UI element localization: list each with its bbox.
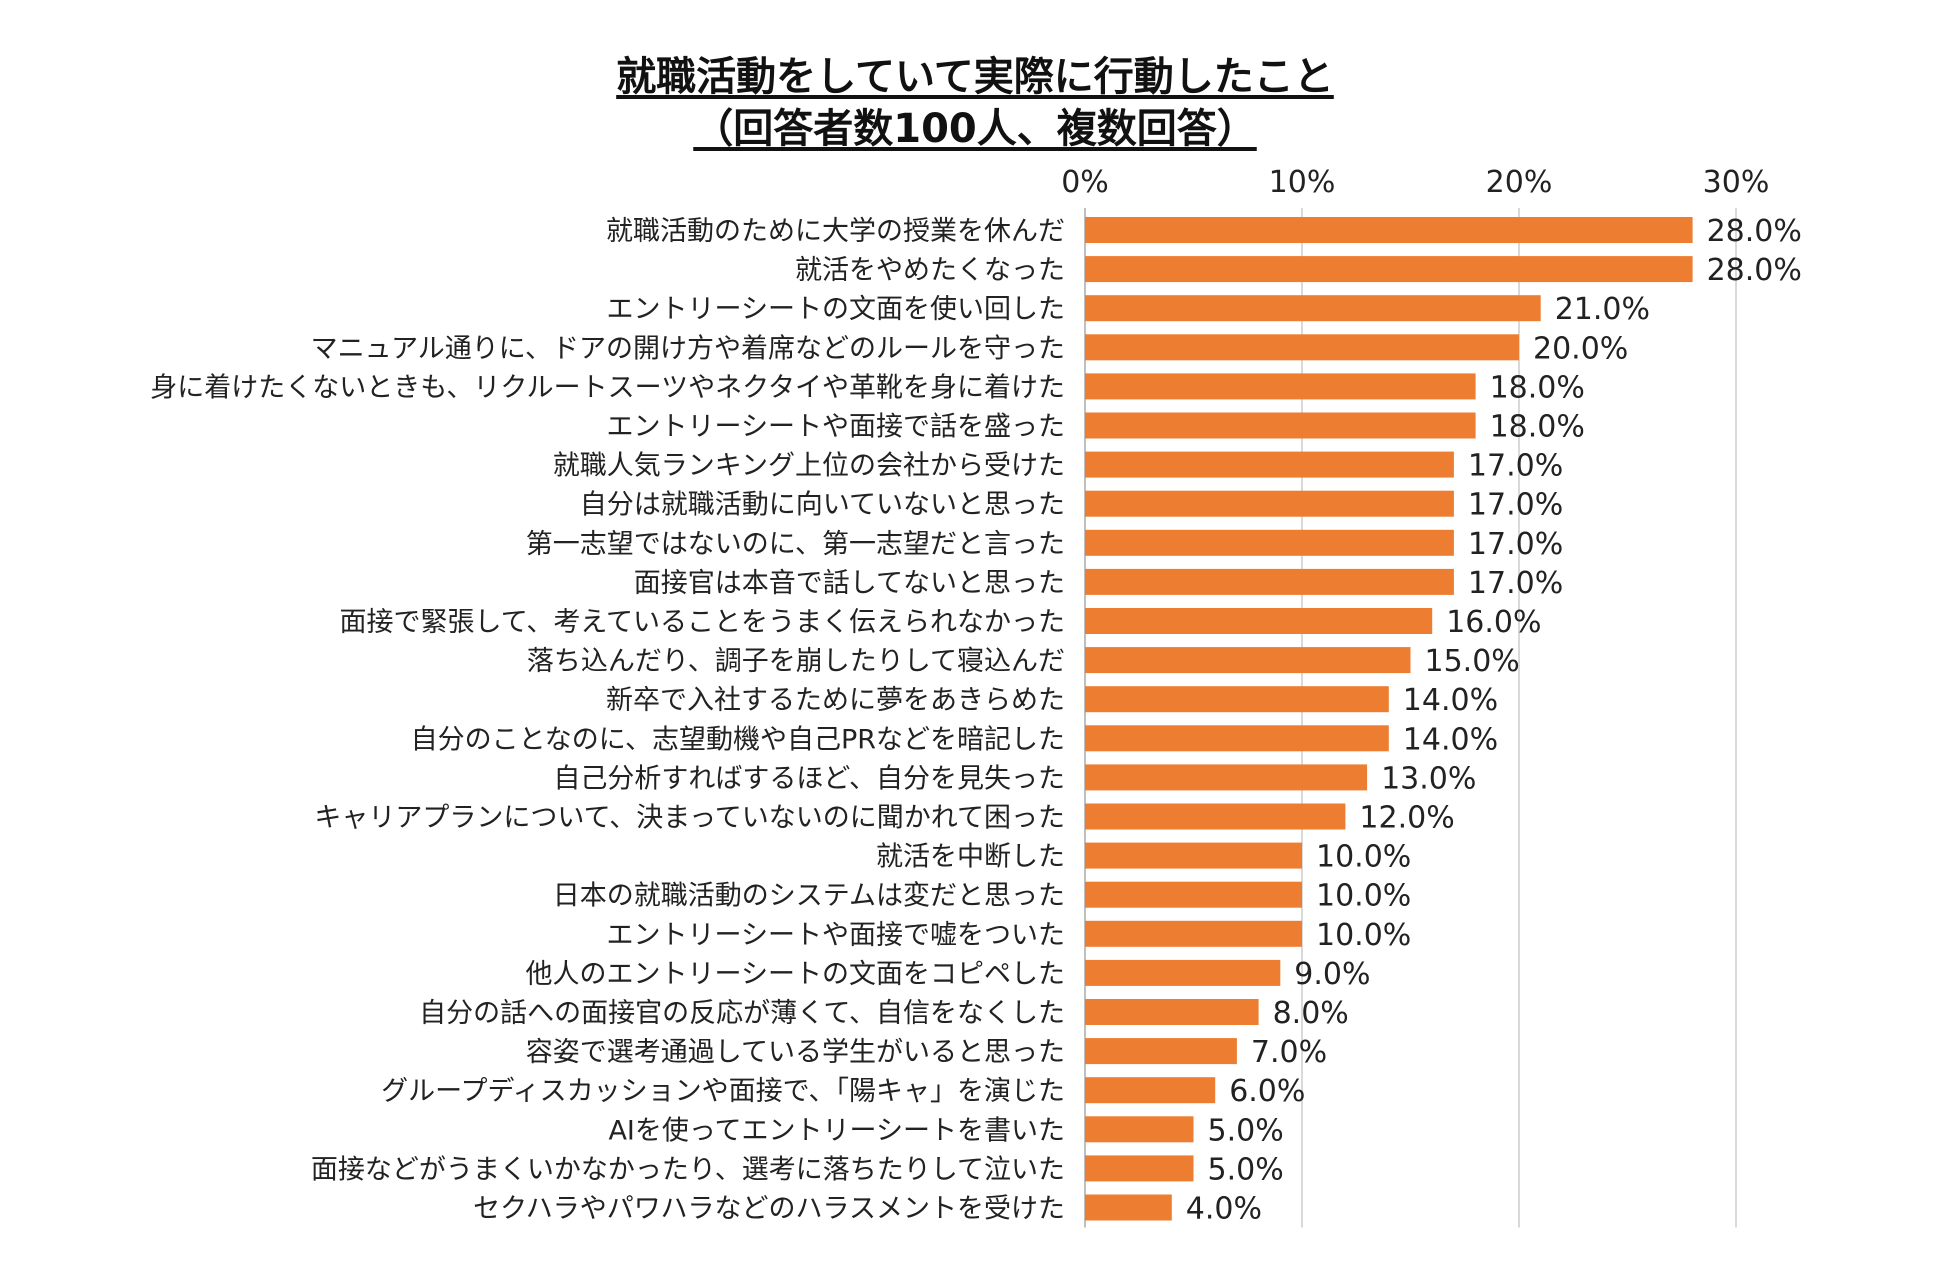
- bar: [1085, 686, 1389, 713]
- x-tick-label: 30%: [1703, 165, 1770, 200]
- gridlines: [1301, 208, 1737, 1228]
- value-label: 14.0%: [1403, 722, 1498, 757]
- value-label: 12.0%: [1359, 801, 1454, 836]
- x-tick-label: 0%: [1061, 165, 1109, 200]
- bar: [1085, 608, 1433, 634]
- value-label: 18.0%: [1490, 410, 1585, 445]
- category-label: キャリアプランについて、決まっていないのに聞かれて困った: [314, 803, 1065, 834]
- category-label: マニュアル通りに、ドアの開け方や着席などのルールを守った: [311, 333, 1065, 364]
- category-label: 自分は就職活動に向いていないと思った: [580, 490, 1065, 521]
- value-label: 17.0%: [1468, 527, 1563, 562]
- bar: [1085, 412, 1476, 439]
- value-label: 17.0%: [1468, 488, 1563, 523]
- bar: [1085, 490, 1454, 517]
- value-label: 17.0%: [1468, 449, 1563, 484]
- value-label: 5.0%: [1208, 1152, 1284, 1187]
- value-label: 18.0%: [1490, 370, 1585, 405]
- bar: [1085, 1038, 1237, 1065]
- bar: [1085, 451, 1454, 478]
- bar: [1085, 764, 1368, 791]
- category-label: 面接などがうまくいかなかったり、選考に落ちたりして泣いた: [311, 1154, 1065, 1185]
- category-label: 新卒で入社するために夢をあきらめた: [606, 685, 1065, 716]
- bar: [1085, 1194, 1172, 1221]
- category-label: 第一志望ではないのに、第一志望だと言った: [526, 529, 1065, 560]
- bar: [1085, 803, 1346, 830]
- category-label: 面接官は本音で話してないと思った: [634, 568, 1065, 599]
- x-axis-ticks: 0% 10% 20% 30%: [1061, 165, 1769, 200]
- category-label: AIを使ってエントリーシートを書いた: [608, 1115, 1065, 1146]
- category-label: 面接で緊張して、考えていることをうまく伝えられなかった: [340, 607, 1066, 638]
- category-label: 自分の話への面接官の反応が薄くて、自信をなくした: [419, 998, 1065, 1029]
- value-label: 10.0%: [1316, 918, 1411, 953]
- category-label: エントリーシートの文面を使い回した: [607, 294, 1065, 325]
- value-label: 9.0%: [1294, 957, 1370, 992]
- bar: [1085, 373, 1476, 400]
- bar: [1085, 256, 1693, 283]
- category-label: グループディスカッションや面接で、「陽キャ」を演じた: [381, 1076, 1065, 1107]
- value-label: 21.0%: [1555, 292, 1650, 327]
- category-label: 日本の就職活動のシステムは変だと思った: [553, 881, 1065, 912]
- value-label: 6.0%: [1229, 1074, 1305, 1109]
- value-label: 20.0%: [1533, 331, 1628, 366]
- chart-title: 就職活動をしていて実際に行動したこと: [0, 44, 1950, 102]
- value-label: 4.0%: [1186, 1192, 1262, 1227]
- category-label: 落ち込んだり、調子を崩したりして寝込んだ: [527, 646, 1065, 677]
- bar: [1085, 842, 1302, 869]
- bar: [1085, 1155, 1194, 1182]
- category-label: 自分のことなのに、志望動機や自己PRなどを暗記した: [411, 724, 1065, 755]
- category-label: 就活をやめたくなった: [795, 255, 1065, 286]
- bar: [1085, 568, 1454, 595]
- value-label: 8.0%: [1273, 996, 1349, 1031]
- chart-subtitle-text: （回答者数100人、複数回答）: [693, 106, 1257, 152]
- value-label: 17.0%: [1468, 566, 1563, 601]
- category-label: エントリーシートや面接で話を盛った: [607, 412, 1065, 443]
- x-tick-label: 20%: [1486, 165, 1553, 200]
- value-label: 13.0%: [1381, 761, 1476, 796]
- category-label: 就職人気ランキング上位の会社から受けた: [553, 451, 1065, 482]
- value-label: 15.0%: [1425, 644, 1520, 679]
- bar: [1085, 881, 1302, 908]
- value-label: 5.0%: [1208, 1113, 1284, 1148]
- bar: [1085, 1077, 1216, 1104]
- value-label: 16.0%: [1446, 605, 1541, 640]
- chart-subtitle: （回答者数100人、複数回答）: [0, 96, 1950, 154]
- bar: [1085, 725, 1389, 752]
- value-label: 14.0%: [1403, 683, 1498, 718]
- category-label: 就活を中断した: [876, 842, 1065, 873]
- category-label: セクハラやパワハラなどのハラスメントを受けた: [473, 1194, 1065, 1225]
- value-label: 28.0%: [1707, 214, 1802, 249]
- category-label: 他人のエントリーシートの文面をコピペした: [526, 959, 1065, 990]
- category-label: 身に着けたくないときも、リクルートスーツやネクタイや革靴を身に着けた: [150, 372, 1065, 403]
- bar: [1085, 999, 1259, 1025]
- bar: [1085, 920, 1302, 947]
- category-label: 就職活動のために大学の授業を休んだ: [606, 216, 1065, 247]
- x-tick-label: 10%: [1269, 165, 1336, 200]
- bar: [1085, 959, 1281, 986]
- chart-title-text: 就職活動をしていて実際に行動したこと: [616, 54, 1334, 100]
- value-label: 7.0%: [1251, 1035, 1327, 1070]
- bar: [1085, 334, 1519, 361]
- bar: [1085, 529, 1454, 556]
- value-label: 28.0%: [1707, 253, 1802, 288]
- value-label: 10.0%: [1316, 840, 1411, 875]
- bar: [1085, 647, 1411, 674]
- bar: [1085, 217, 1693, 243]
- category-label: エントリーシートや面接で嘘をついた: [607, 920, 1065, 951]
- bars: [1085, 217, 1693, 1221]
- value-label: 10.0%: [1316, 879, 1411, 914]
- value-labels: 28.0% 28.0% 21.0% 20.0% 18.0% 18.0% 17.0% 17.0%…: [1186, 214, 1802, 1227]
- category-label: 自己分析すればするほど、自分を見失った: [553, 763, 1065, 794]
- category-label: 容姿で選考通過している学生がいると思った: [526, 1037, 1065, 1068]
- category-labels: 就職活動のために大学の授業を休んだ就活をやめたくなったエントリーシートの文面を使…: [150, 216, 1065, 1225]
- bar: [1085, 1116, 1194, 1143]
- bar: [1085, 295, 1541, 322]
